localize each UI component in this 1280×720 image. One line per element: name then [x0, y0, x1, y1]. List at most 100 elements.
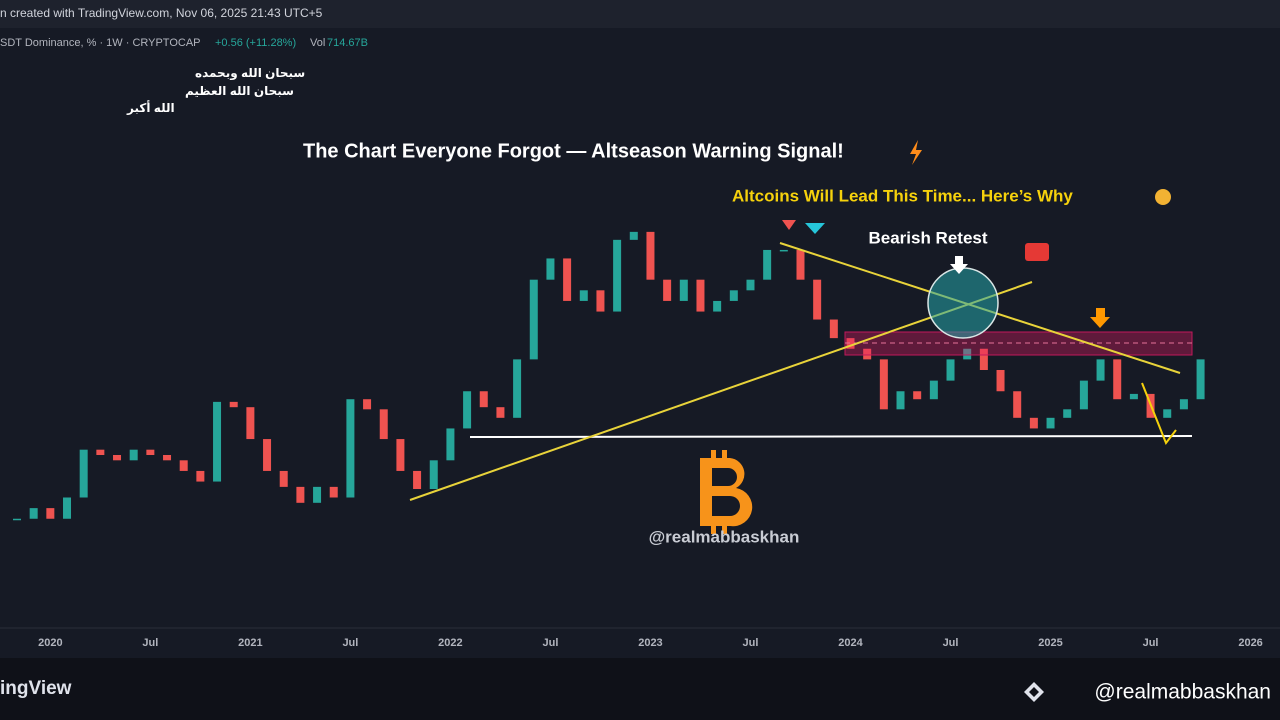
watermark: @realmabbaskhan [649, 527, 800, 546]
bitcoin-logo [700, 458, 753, 527]
retest-arrow [950, 256, 968, 274]
x-tick-label: 2026 [1238, 637, 1262, 649]
projection-arrow [1141, 382, 1177, 446]
candle [579, 290, 588, 301]
retest-label: Bearish Retest [868, 228, 987, 247]
x-tick-label: Jul [943, 637, 959, 649]
chart-subtitle: Altcoins Will Lead This Time... Here’s W… [732, 186, 1073, 205]
candle [146, 449, 155, 455]
candle [596, 290, 605, 312]
candle [1046, 417, 1055, 429]
candle [179, 460, 188, 471]
candle [713, 300, 722, 312]
top-arrow [1090, 308, 1110, 328]
candle [729, 290, 738, 301]
candle [813, 279, 822, 320]
brand: ingView [0, 678, 72, 699]
candle [313, 486, 322, 503]
candle [213, 401, 222, 482]
x-tick-label: Jul [1143, 637, 1159, 649]
candle [896, 391, 905, 410]
candle [863, 348, 872, 360]
trendline [409, 281, 1033, 501]
candle [413, 470, 422, 489]
bitcoin-logo [711, 524, 716, 534]
candle [763, 249, 772, 280]
candle [379, 409, 388, 440]
candle [746, 279, 755, 291]
candle [396, 439, 405, 471]
candle [879, 359, 888, 410]
binance-icon [1024, 682, 1044, 702]
candle [1096, 359, 1105, 381]
candle [1013, 391, 1022, 418]
candle [46, 508, 55, 519]
bitcoin-logo [722, 450, 727, 460]
candle [1029, 417, 1038, 429]
top-bar [0, 0, 1280, 28]
bitcoin-logo [711, 450, 716, 460]
x-tick-label: 2025 [1038, 637, 1062, 649]
candle [679, 279, 688, 301]
candle [496, 407, 505, 418]
candle [63, 497, 72, 519]
candle [79, 449, 88, 498]
symbol: SDT Dominance, % · 1W · CRYPTOCAP [0, 37, 201, 49]
candle [1163, 409, 1172, 418]
candle [296, 486, 305, 503]
change: +0.56 (+11.28%) [215, 37, 296, 49]
candle [996, 370, 1005, 392]
x-tick-label: 2020 [38, 637, 62, 649]
support-line [469, 435, 1193, 438]
candle [546, 258, 555, 280]
created-note: n created with TradingView.com, Nov 06, … [0, 6, 323, 20]
candle [429, 460, 438, 489]
candle [513, 359, 522, 418]
candle [113, 455, 122, 461]
dhikr: الله أكبر [126, 100, 175, 115]
candle [646, 231, 655, 280]
candle [479, 391, 488, 408]
candle [613, 239, 622, 312]
candle [963, 348, 972, 360]
candle [346, 399, 355, 498]
candle [446, 428, 455, 461]
candle [263, 439, 272, 471]
x-tick-label: 2024 [838, 637, 863, 649]
candle [663, 279, 672, 301]
candle [1113, 359, 1122, 400]
candle [946, 359, 955, 381]
candle [29, 508, 38, 519]
footer [0, 658, 1280, 720]
x-tick-label: 2022 [438, 637, 462, 649]
candle [929, 380, 938, 400]
candle [463, 391, 472, 429]
x-tick-label: Jul [142, 637, 158, 649]
candle [846, 338, 855, 349]
candle [163, 455, 172, 461]
vol-value: 714.67B [327, 37, 368, 49]
candle [696, 279, 705, 312]
x-tick-label: Jul [342, 637, 358, 649]
candle [1196, 359, 1205, 400]
candle [363, 399, 372, 410]
dhikr: سبحان الله العظيم [185, 84, 294, 98]
candle [196, 470, 205, 482]
candle [129, 449, 138, 461]
candle [629, 231, 638, 240]
retest-circle [927, 267, 999, 339]
candle [229, 401, 238, 408]
dhikr: سبحان الله وبحمده [195, 66, 305, 81]
candle [1129, 393, 1138, 400]
x-tick-label: 2023 [638, 637, 662, 649]
chart-title: The Chart Everyone Forgot — Altseason Wa… [303, 140, 844, 162]
candle [329, 486, 338, 498]
siren-icon [1025, 243, 1049, 261]
hand-icon [1155, 189, 1171, 205]
sell-marker [782, 220, 796, 230]
candle [279, 470, 288, 487]
candle [563, 258, 572, 301]
candle [1179, 399, 1188, 410]
